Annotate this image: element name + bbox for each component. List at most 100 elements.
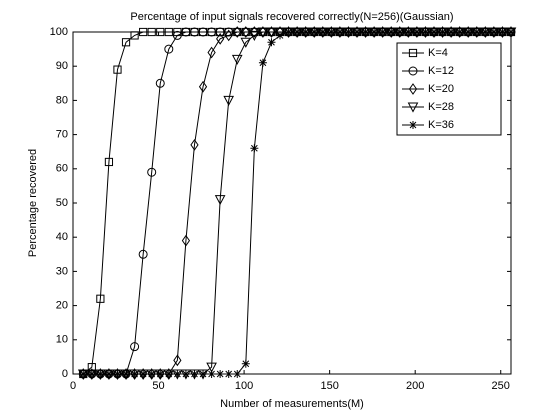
marker xyxy=(233,26,242,38)
x-axis-label: Number of measurements(M) xyxy=(220,398,364,410)
marker xyxy=(438,28,447,36)
marker xyxy=(147,27,156,37)
y-tick-label: 70 xyxy=(56,129,68,141)
x-tick-label: 0 xyxy=(70,380,76,392)
marker xyxy=(138,249,148,259)
marker xyxy=(156,370,165,378)
marker xyxy=(224,29,233,42)
legend-label: K=20 xyxy=(428,83,454,95)
marker xyxy=(164,44,174,54)
marker xyxy=(361,28,370,36)
marker xyxy=(164,370,173,378)
marker xyxy=(147,167,157,177)
marker xyxy=(335,28,344,36)
marker xyxy=(104,157,114,167)
marker xyxy=(241,26,250,38)
x-tick-label: 200 xyxy=(406,380,424,392)
marker xyxy=(96,294,105,303)
y-tick-label: 30 xyxy=(56,265,68,277)
y-tick-label: 80 xyxy=(56,94,68,106)
marker xyxy=(198,27,208,37)
marker xyxy=(318,28,327,36)
chart-title: Percentage of input signals recovered co… xyxy=(130,11,453,23)
marker xyxy=(412,28,421,36)
marker xyxy=(190,138,199,151)
legend-label: K=36 xyxy=(428,119,454,131)
marker xyxy=(250,144,259,153)
marker xyxy=(199,370,208,378)
marker xyxy=(224,370,233,378)
marker xyxy=(249,30,260,41)
y-tick-label: 20 xyxy=(56,300,68,312)
marker xyxy=(198,80,208,93)
y-tick-label: 10 xyxy=(56,334,68,346)
marker xyxy=(224,27,234,37)
marker xyxy=(130,342,140,352)
marker xyxy=(258,58,267,67)
marker xyxy=(267,38,276,47)
marker xyxy=(190,370,199,378)
marker xyxy=(353,28,362,36)
y-tick-label: 100 xyxy=(50,26,68,38)
marker xyxy=(408,48,418,58)
marker xyxy=(430,28,439,36)
marker xyxy=(181,27,191,37)
marker xyxy=(223,95,235,106)
marker xyxy=(344,28,353,36)
marker xyxy=(130,370,139,378)
marker xyxy=(113,370,122,378)
marker xyxy=(408,83,418,95)
marker xyxy=(181,370,190,378)
marker xyxy=(207,370,216,378)
marker xyxy=(164,27,173,37)
marker xyxy=(104,370,113,378)
marker xyxy=(156,27,165,37)
marker xyxy=(464,28,473,36)
marker xyxy=(274,27,286,38)
marker xyxy=(301,28,310,36)
marker xyxy=(421,28,430,36)
marker xyxy=(327,28,336,36)
marker xyxy=(172,30,182,40)
marker xyxy=(472,28,481,36)
marker xyxy=(257,27,269,38)
marker xyxy=(408,66,418,76)
y-tick-label: 90 xyxy=(56,60,68,72)
marker xyxy=(293,28,302,36)
marker xyxy=(407,102,419,113)
legend-label: K=4 xyxy=(428,47,448,59)
marker xyxy=(206,362,217,373)
legend-label: K=12 xyxy=(428,65,454,77)
marker xyxy=(173,370,182,378)
marker xyxy=(241,359,250,368)
marker xyxy=(139,370,148,378)
marker xyxy=(130,31,139,40)
marker xyxy=(489,28,498,36)
marker xyxy=(387,28,396,36)
marker xyxy=(113,65,122,74)
marker xyxy=(266,27,277,38)
marker xyxy=(121,38,131,47)
y-axis-label: Percentage recovered xyxy=(27,149,39,257)
marker xyxy=(409,121,417,129)
marker xyxy=(181,234,191,247)
marker xyxy=(498,28,507,36)
marker xyxy=(96,370,105,378)
x-tick-label: 250 xyxy=(492,380,510,392)
marker xyxy=(481,28,490,36)
x-tick-label: 50 xyxy=(152,380,164,392)
marker xyxy=(215,27,225,37)
marker xyxy=(122,370,131,378)
marker xyxy=(155,78,165,88)
marker xyxy=(507,28,515,36)
marker xyxy=(207,46,216,59)
marker xyxy=(378,28,387,36)
marker xyxy=(214,195,226,206)
marker xyxy=(147,370,156,378)
marker xyxy=(284,28,293,36)
y-tick-label: 50 xyxy=(56,197,68,209)
marker xyxy=(231,54,243,65)
marker xyxy=(216,32,225,45)
marker xyxy=(189,27,199,37)
